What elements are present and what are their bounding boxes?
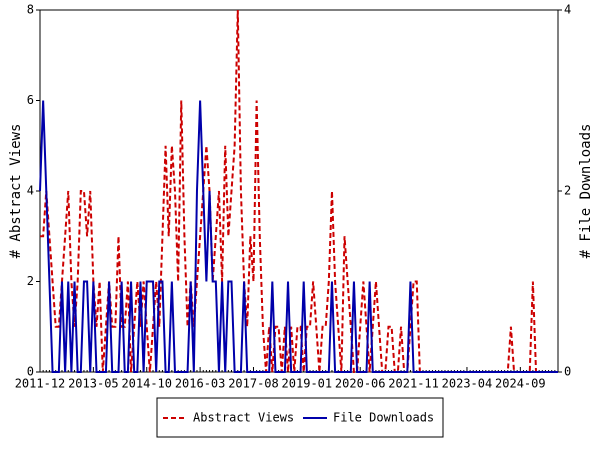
x-tick-label: 2016-03 [175,377,226,391]
legend-label: File Downloads [333,411,434,425]
y2-tick-label: 0 [564,365,571,379]
x-tick-label: 2019-01 [282,377,333,391]
y-axis-title: # Abstract Views [8,124,24,259]
y2-tick-label: 2 [564,184,571,198]
plot-frame [39,9,559,373]
x-tick-label: 2020-06 [335,377,386,391]
x-tick-label: 2013-05 [68,377,119,391]
series-line [39,100,558,373]
legend-label: Abstract Views [193,411,294,425]
y-tick-label: 6 [27,93,34,107]
y-tick-label: 2 [27,274,34,288]
x-tick-label: 2023-04 [442,377,493,391]
x-tick-label: 2024-09 [495,377,546,391]
y-tick-label: 8 [27,3,34,17]
legend-box [156,397,444,438]
y2-tick-label: 4 [564,3,571,17]
y2-axis-title: # File Downloads [578,124,594,259]
x-tick-label: 2021-11 [388,377,439,391]
x-tick-label: 2011-12 [15,377,66,391]
x-tick-label: 2017-08 [228,377,279,391]
x-tick-label: 2014-10 [121,377,172,391]
y-tick-label: 4 [27,184,34,198]
y-tick-label: 0 [27,365,34,379]
